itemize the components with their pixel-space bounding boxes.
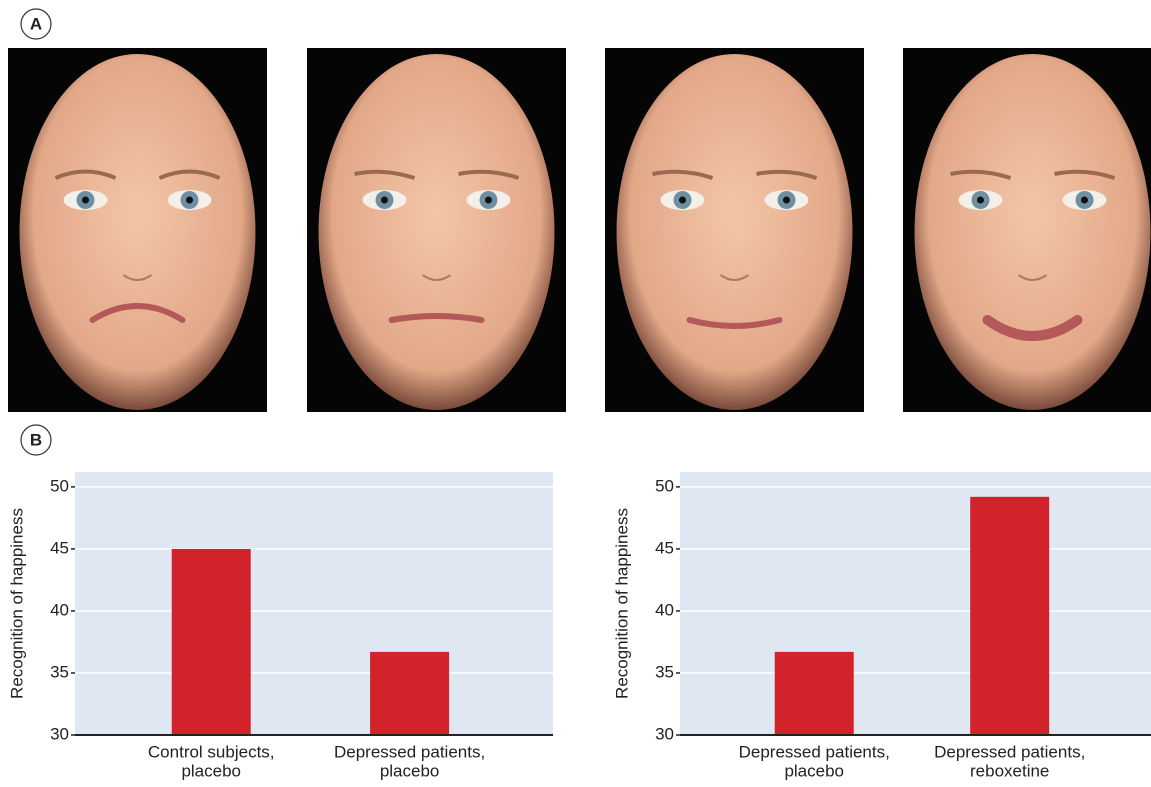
y-tick-label: 50 <box>50 476 69 495</box>
brow <box>354 169 416 180</box>
y-tick-label: 30 <box>50 724 69 743</box>
face <box>616 54 853 410</box>
mouth <box>686 317 783 329</box>
mouth <box>89 303 186 323</box>
face <box>914 54 1151 410</box>
mouth <box>388 313 485 323</box>
bar <box>171 548 251 735</box>
pupil <box>783 196 790 204</box>
pupil <box>485 196 492 204</box>
x-tick-label: Control subjects, <box>148 742 275 761</box>
pupil <box>186 196 193 204</box>
y-axis-label: Recognition of happiness <box>612 508 631 699</box>
nose <box>1017 274 1048 281</box>
pupil <box>82 196 89 204</box>
brow <box>458 169 520 180</box>
panel-label: B <box>30 430 42 449</box>
brow <box>950 169 1012 180</box>
mouth <box>982 315 1083 341</box>
pupil <box>1081 196 1088 204</box>
bar <box>970 496 1050 735</box>
plot-area <box>75 472 553 735</box>
x-tick-label: Depressed patients, <box>739 742 890 761</box>
nose <box>719 274 750 281</box>
bar <box>370 651 450 735</box>
x-tick-label: Depressed patients, <box>934 742 1085 761</box>
plot-area <box>680 472 1151 735</box>
y-tick-label: 35 <box>655 662 674 681</box>
panel-badge <box>20 424 52 456</box>
panel-badge <box>20 8 52 40</box>
nose <box>122 274 153 281</box>
brow <box>158 169 221 180</box>
pupil <box>977 196 984 204</box>
charts: 30 35 40 45 50 Recognition of happiness Contro… <box>7 472 1151 780</box>
panel-label: A <box>30 14 42 33</box>
nose <box>421 274 452 281</box>
y-tick-label: 50 <box>655 476 674 495</box>
brow <box>756 169 818 180</box>
y-tick-label: 35 <box>50 662 69 681</box>
y-tick-label: 40 <box>655 600 674 619</box>
x-tick-label: placebo <box>784 761 844 780</box>
face <box>19 54 256 410</box>
x-tick-label: placebo <box>181 761 241 780</box>
brow <box>1054 169 1116 180</box>
pupil <box>679 196 686 204</box>
y-tick-label: 45 <box>50 538 69 557</box>
y-axis-label: Recognition of happiness <box>7 508 26 699</box>
face <box>318 54 555 410</box>
x-tick-label: placebo <box>380 761 440 780</box>
face-photos <box>8 48 1151 412</box>
brow <box>652 169 714 180</box>
x-tick-label: reboxetine <box>970 761 1049 780</box>
pupil <box>381 196 388 204</box>
y-tick-label: 30 <box>655 724 674 743</box>
x-tick-label: Depressed patients, <box>334 742 485 761</box>
brow <box>54 169 117 180</box>
y-tick-label: 40 <box>50 600 69 619</box>
bar <box>774 651 854 735</box>
y-tick-label: 45 <box>655 538 674 557</box>
